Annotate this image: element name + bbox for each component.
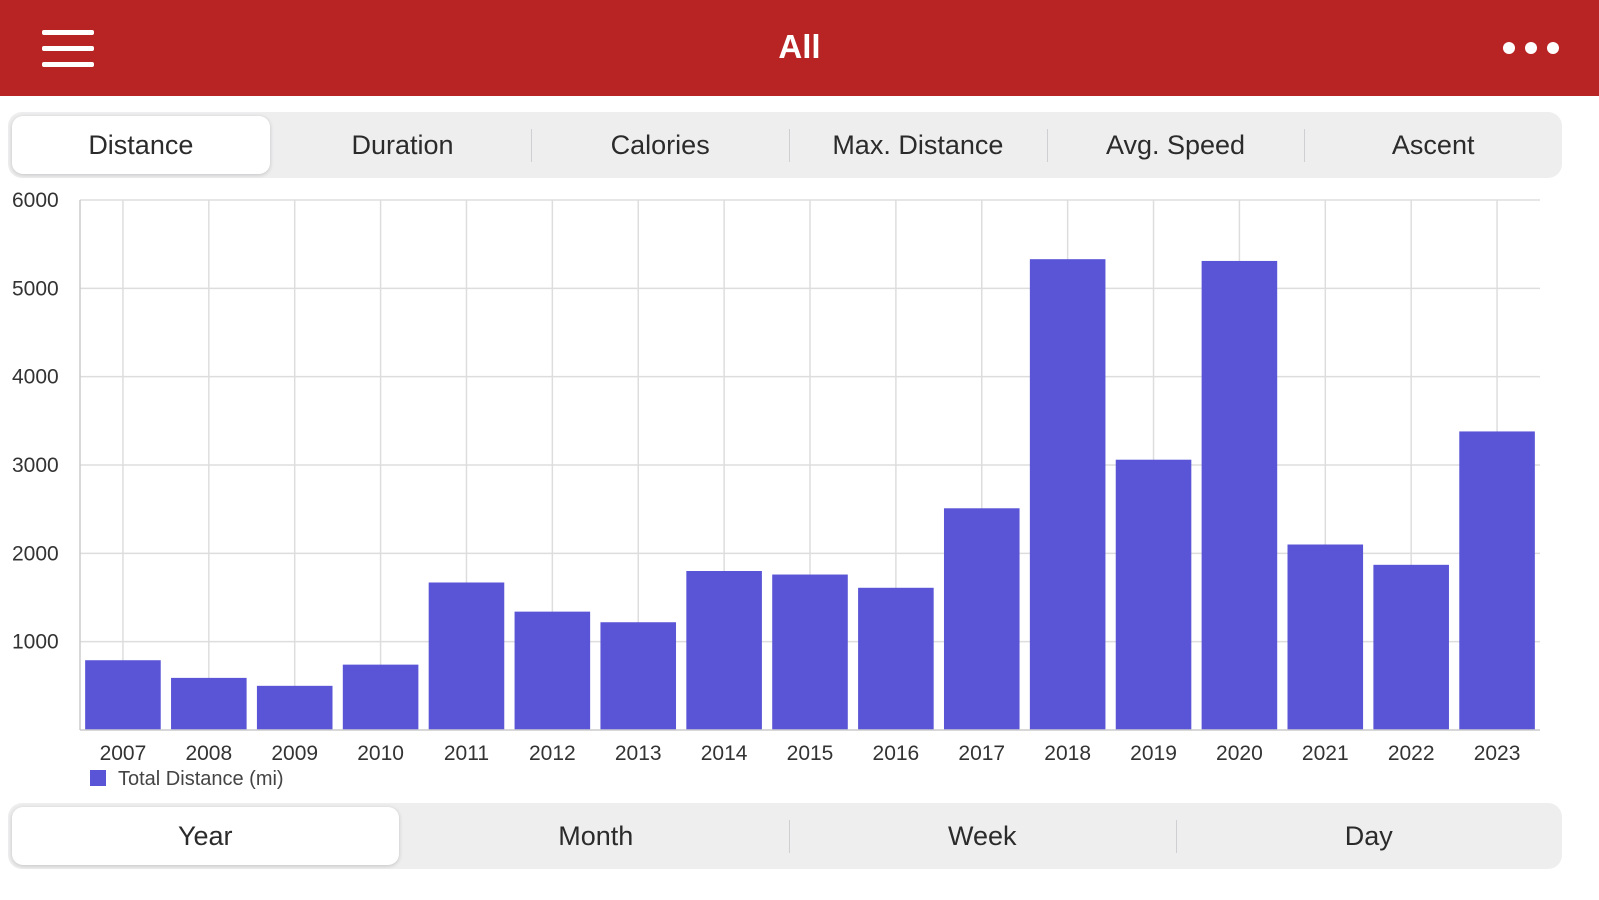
- navigation-bar: All: [0, 0, 1599, 96]
- x-tick-label: 2022: [1388, 742, 1435, 765]
- bar: [514, 611, 591, 730]
- x-tick-label: 2016: [873, 742, 920, 765]
- x-tick-label: 2017: [958, 742, 1005, 765]
- y-tick-label: 1000: [12, 631, 59, 654]
- x-tick-label: 2013: [615, 742, 662, 765]
- bar: [1115, 459, 1192, 730]
- bar: [1201, 260, 1278, 730]
- bar: [256, 685, 333, 730]
- bar: [1029, 259, 1106, 730]
- tab-duration[interactable]: Duration: [351, 129, 454, 160]
- x-tick-label: 2015: [787, 742, 834, 765]
- bar: [1287, 544, 1364, 730]
- tab-avg-speed[interactable]: Avg. Speed: [1046, 112, 1305, 178]
- bar: [171, 677, 247, 730]
- x-tick-label: 2012: [529, 742, 576, 765]
- bar: [1459, 431, 1535, 730]
- y-tick-label: 6000: [12, 189, 59, 212]
- bar: [686, 571, 762, 730]
- more-horizontal-icon[interactable]: [1503, 40, 1559, 56]
- x-tick-label: 2020: [1216, 742, 1263, 765]
- x-tick-label: 2023: [1474, 742, 1521, 765]
- x-tick-label: 2021: [1302, 742, 1349, 765]
- tab-week[interactable]: Week: [789, 803, 1176, 869]
- x-tick-label: 2010: [357, 742, 404, 765]
- tab-distance[interactable]: Distance: [12, 116, 270, 174]
- bar: [1373, 564, 1449, 730]
- x-tick-label: 2018: [1044, 742, 1091, 765]
- bar: [943, 508, 1020, 730]
- metric-segmented-control: Distance Duration Calories Max. Distance…: [8, 112, 1562, 178]
- tab-ascent[interactable]: Ascent: [1304, 112, 1562, 178]
- x-tick-label: 2014: [701, 742, 748, 765]
- bar: [858, 587, 934, 730]
- tab-year[interactable]: Year: [12, 807, 399, 865]
- x-tick-label: 2019: [1130, 742, 1177, 765]
- bar: [772, 574, 848, 730]
- y-tick-label: 5000: [12, 277, 59, 300]
- x-tick-label: 2009: [271, 742, 318, 765]
- tab-calories[interactable]: Calories: [531, 112, 789, 178]
- x-tick-label: 2008: [185, 742, 232, 765]
- bar: [600, 622, 677, 730]
- hamburger-icon[interactable]: [42, 30, 94, 68]
- bar: [85, 660, 161, 730]
- distance-bar-chart: 1000 2000 3000 4000 5000 6000 2007 2008 2009 2010…: [12, 189, 1540, 790]
- period-segmented-control: Year Month Week Day: [8, 803, 1562, 869]
- legend-swatch: [90, 770, 106, 786]
- bar: [342, 664, 419, 730]
- y-tick-label: 4000: [12, 366, 59, 389]
- y-tick-label: 3000: [12, 454, 59, 477]
- bar: [428, 582, 505, 730]
- legend-label: Total Distance (mi): [118, 768, 284, 790]
- page-title: All: [778, 28, 821, 65]
- tab-max-distance[interactable]: Max. Distance: [789, 112, 1047, 178]
- y-tick-label: 2000: [12, 542, 59, 565]
- x-tick-label: 2011: [444, 742, 489, 765]
- x-tick-label: 2007: [100, 742, 147, 765]
- tab-day[interactable]: Day: [1175, 803, 1563, 869]
- tab-month[interactable]: Month: [558, 820, 634, 851]
